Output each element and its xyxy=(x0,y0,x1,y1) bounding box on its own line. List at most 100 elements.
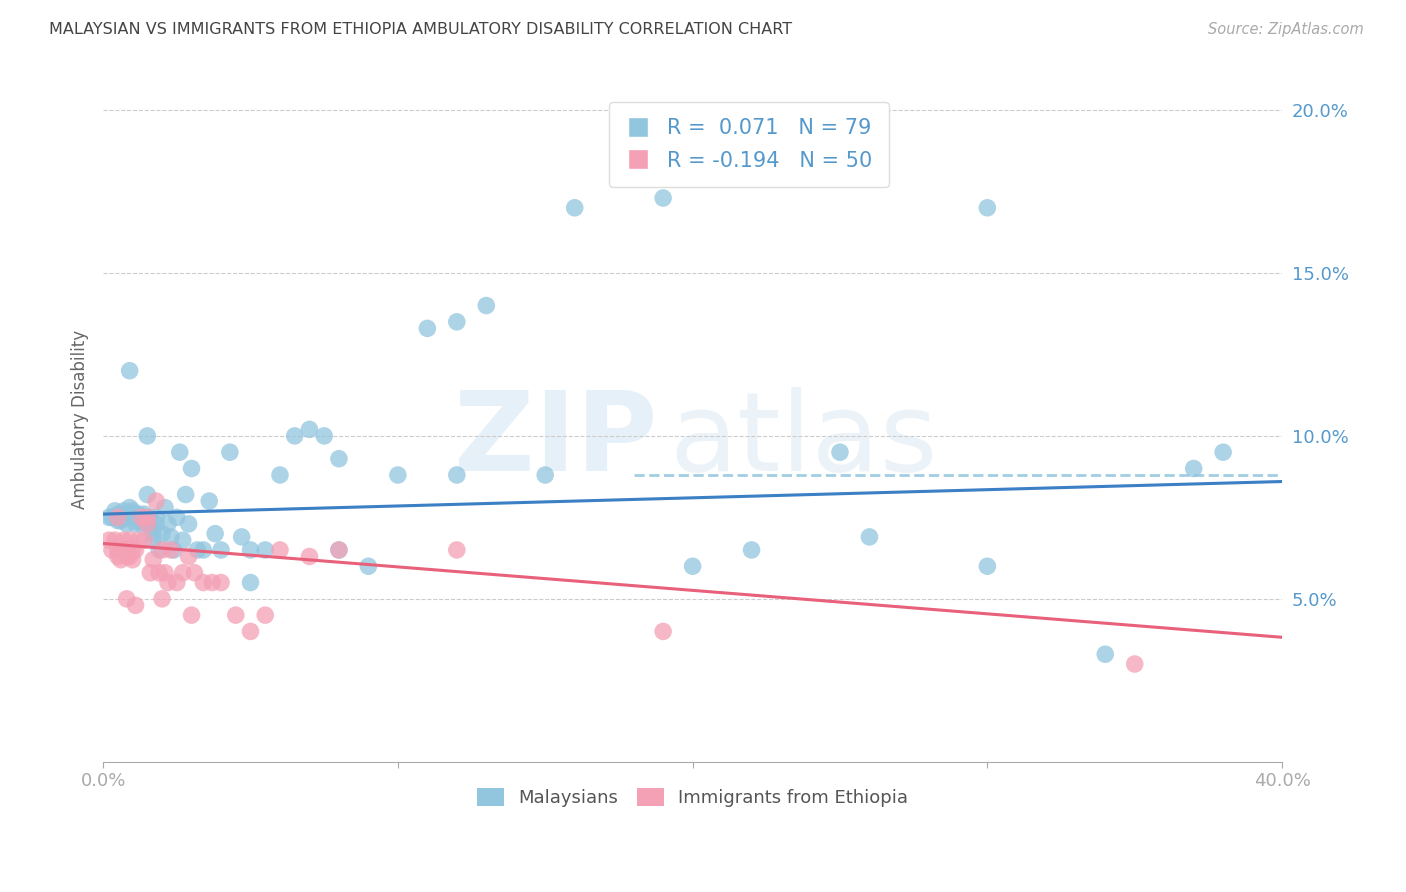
Point xyxy=(269,543,291,558)
Point xyxy=(112,504,135,518)
Point xyxy=(209,575,232,590)
Point xyxy=(183,566,205,580)
Point xyxy=(124,543,146,558)
Point xyxy=(1212,445,1234,459)
Point xyxy=(118,549,141,564)
Point xyxy=(134,514,156,528)
Point xyxy=(145,516,167,531)
Point xyxy=(136,487,159,501)
Point xyxy=(134,507,156,521)
Point xyxy=(564,201,586,215)
Point xyxy=(387,468,409,483)
Point xyxy=(180,608,202,623)
Point xyxy=(254,543,277,558)
Point xyxy=(136,429,159,443)
Point xyxy=(177,516,200,531)
Text: Source: ZipAtlas.com: Source: ZipAtlas.com xyxy=(1208,22,1364,37)
Point xyxy=(328,451,350,466)
Point xyxy=(115,591,138,606)
Point xyxy=(475,299,498,313)
Point xyxy=(209,543,232,558)
Point xyxy=(198,494,221,508)
Point xyxy=(128,507,150,521)
Point xyxy=(98,533,121,548)
Point xyxy=(231,530,253,544)
Point xyxy=(112,543,135,558)
Point xyxy=(166,575,188,590)
Y-axis label: Ambulatory Disability: Ambulatory Disability xyxy=(72,330,89,509)
Point xyxy=(239,575,262,590)
Point xyxy=(446,468,468,483)
Point xyxy=(150,543,173,558)
Point xyxy=(169,445,191,459)
Point xyxy=(101,543,124,558)
Point xyxy=(239,543,262,558)
Point xyxy=(357,559,380,574)
Point xyxy=(858,530,880,544)
Point xyxy=(148,566,170,580)
Point xyxy=(112,507,135,521)
Point xyxy=(314,429,336,443)
Point xyxy=(652,624,675,639)
Point xyxy=(269,468,291,483)
Point xyxy=(136,516,159,531)
Point xyxy=(1182,461,1205,475)
Point xyxy=(446,543,468,558)
Point xyxy=(107,507,129,521)
Point xyxy=(201,575,224,590)
Point xyxy=(150,526,173,541)
Point xyxy=(225,608,247,623)
Point xyxy=(107,549,129,564)
Point xyxy=(107,514,129,528)
Point xyxy=(139,520,162,534)
Point xyxy=(976,201,998,215)
Point xyxy=(172,566,194,580)
Point xyxy=(128,533,150,548)
Point xyxy=(121,504,143,518)
Point xyxy=(163,543,186,558)
Point xyxy=(115,516,138,531)
Point xyxy=(121,507,143,521)
Text: ZIP: ZIP xyxy=(454,386,657,493)
Point xyxy=(153,500,176,515)
Point xyxy=(104,533,127,548)
Point xyxy=(112,533,135,548)
Point xyxy=(534,468,557,483)
Point xyxy=(298,549,321,564)
Point xyxy=(328,543,350,558)
Point xyxy=(121,543,143,558)
Point xyxy=(1094,647,1116,661)
Point xyxy=(828,445,851,459)
Point xyxy=(107,510,129,524)
Point xyxy=(145,494,167,508)
Point xyxy=(136,510,159,524)
Legend: Malaysians, Immigrants from Ethiopia: Malaysians, Immigrants from Ethiopia xyxy=(470,780,915,814)
Point xyxy=(115,510,138,524)
Point xyxy=(160,543,183,558)
Point xyxy=(142,553,165,567)
Point xyxy=(328,543,350,558)
Point xyxy=(98,510,121,524)
Point xyxy=(134,533,156,548)
Point xyxy=(172,533,194,548)
Point xyxy=(186,543,208,558)
Point xyxy=(124,599,146,613)
Point xyxy=(145,510,167,524)
Point xyxy=(239,624,262,639)
Point xyxy=(101,510,124,524)
Point xyxy=(142,526,165,541)
Point xyxy=(976,559,998,574)
Point xyxy=(110,510,132,524)
Point xyxy=(166,510,188,524)
Point xyxy=(110,553,132,567)
Point xyxy=(204,526,226,541)
Point xyxy=(118,500,141,515)
Point xyxy=(298,422,321,436)
Text: MALAYSIAN VS IMMIGRANTS FROM ETHIOPIA AMBULATORY DISABILITY CORRELATION CHART: MALAYSIAN VS IMMIGRANTS FROM ETHIOPIA AM… xyxy=(49,22,793,37)
Point xyxy=(153,566,176,580)
Point xyxy=(104,504,127,518)
Point xyxy=(110,543,132,558)
Point xyxy=(131,510,153,524)
Point xyxy=(139,510,162,524)
Point xyxy=(193,543,215,558)
